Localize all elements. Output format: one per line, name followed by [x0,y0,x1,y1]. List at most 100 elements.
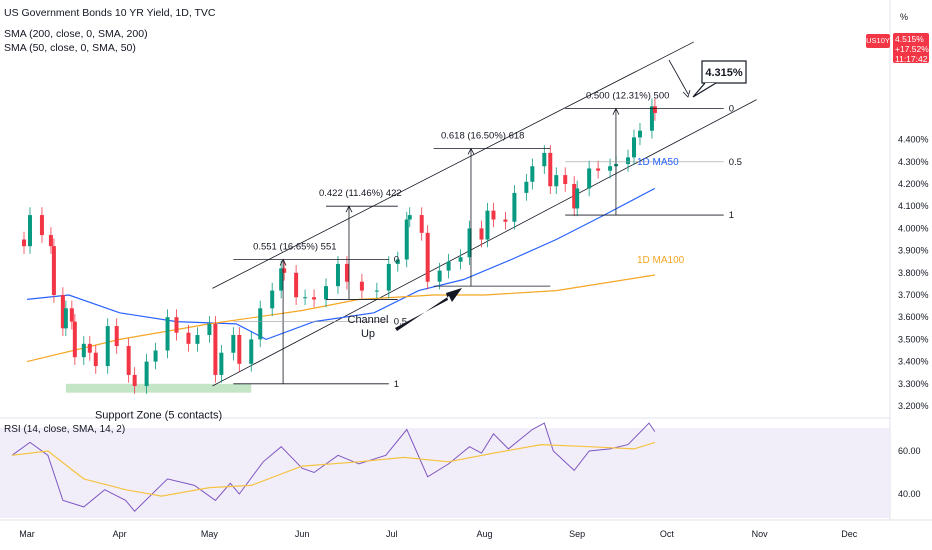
rsi-ma-line [11,441,656,497]
sma50-legend[interactable]: SMA (50, close, 0, SMA, 50) [4,42,136,54]
candle [81,343,86,358]
candle [530,166,535,182]
candle [69,308,74,322]
candle [174,317,179,333]
channel-label-2: Up [361,328,375,340]
price-tick-label: 3.800% [898,268,929,278]
target-label: 4.315% [705,67,743,79]
percent-toggle[interactable]: % [900,12,909,22]
candle [279,268,284,291]
candle [114,326,119,347]
fib-level-0: 0 [394,254,399,265]
candle [282,268,287,273]
rsi-line [11,422,656,512]
fib-level-1: 1 [394,379,399,390]
candle [395,259,400,264]
rsi-tick-label: 40.00 [898,489,921,499]
annotations: Support Zone (5 contacts) 0.551 (16.65%) … [95,59,747,422]
time-tick-label: Sep [569,529,585,539]
candle [446,261,451,271]
candle [237,334,242,364]
target-box-tail [692,82,717,98]
candle [596,168,601,171]
candle [491,210,496,220]
countdown: 11:17:42 [895,54,928,64]
time-tick-label: May [201,529,219,539]
candle [132,374,137,387]
ma50-line [26,187,656,341]
candle [575,188,580,209]
fib-label: 0.618 (16.50%) 618 [441,130,524,141]
candle [105,326,110,367]
price-tick-label: 4.300% [898,157,929,167]
candle [48,235,53,247]
rsi-legend[interactable]: RSI (14, close, SMA, 14, 2) [4,424,126,435]
channel-arrow [395,288,462,331]
candle [479,228,484,240]
candle [563,175,568,184]
candle [294,272,299,298]
candle [186,332,191,344]
price-tick-label: 3.900% [898,246,929,256]
last-price: 4.515% [895,34,924,44]
candle [632,137,637,158]
time-tick-label: Apr [113,529,127,539]
candle [258,308,263,340]
candle [637,130,642,138]
candle [213,323,218,375]
candle [303,297,308,299]
price-tick-label: 4.400% [898,135,929,145]
fib-arrow-head [345,205,353,213]
price-tick-label: 3.500% [898,334,929,344]
candle [404,219,409,260]
time-axis: Mar Apr May Jun Jul Aug Sep Oct Nov Dec [19,529,858,539]
time-tick-label: Oct [660,529,675,539]
price-tick-label: 4.200% [898,179,929,189]
price-plot [0,0,932,521]
candle [324,286,329,300]
fib-level-05: 0.5 [729,157,742,168]
price-tick-label: 4.100% [898,201,929,211]
rsi-tick-label: 60.00 [898,446,921,456]
sma200-legend[interactable]: SMA (200, close, 0, SMA, 200) [4,28,148,40]
fib-arrow-head [612,107,620,115]
candle [626,157,631,165]
candle [467,228,472,258]
rsi-axis: 60.00 40.00 [898,446,921,499]
price-label-box: 4.515% +17.52% 11:17:42 [893,33,929,64]
candle [359,281,364,291]
candle [87,343,92,353]
ma50-label: 1D MA50 [637,157,679,168]
candle [572,184,577,209]
fib-level-0: 0 [729,104,734,115]
rsi-band [0,428,890,518]
fib-arrow-head [279,258,287,266]
price-tick-label: 3.600% [898,312,929,322]
candle [524,181,529,193]
fib-label: 0.500 (12.31%) 500 [586,91,669,102]
price-tick-label: 4.000% [898,223,929,233]
support-zone [65,383,252,393]
candle [548,152,553,187]
symbol-title: US Government Bonds 10 YR Yield, 1D, TVC [4,7,216,19]
time-tick-label: Dec [841,529,858,539]
candle [419,215,424,233]
candle [22,239,27,247]
rsi-plot [11,422,656,512]
fib-level-05: 0.5 [394,317,407,328]
candle [39,215,44,236]
channel-label-1: Channel [348,314,389,326]
candle [503,219,508,222]
candle [219,352,224,375]
candle [512,192,517,222]
fib-level-1: 1 [729,210,734,221]
time-tick-label: Aug [476,529,492,539]
candle [386,263,391,291]
candle [437,270,442,282]
channel-upper-line [212,41,694,289]
target-box [701,60,747,84]
price-axis: 3.200% 3.300% 3.400% 3.500% 3.600% 3.700% 3.80… [898,135,929,411]
candle [652,106,657,113]
candle [165,317,170,351]
